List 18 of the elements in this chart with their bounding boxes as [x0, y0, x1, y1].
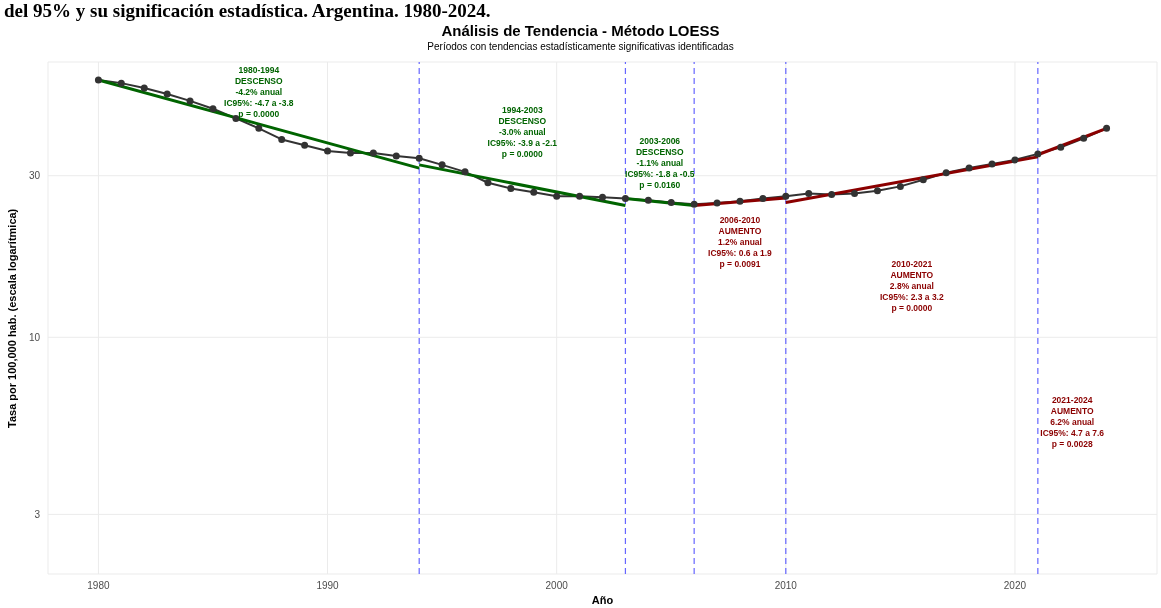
- chart-subtitle: Períodos con tendencias estadísticamente significativas identificadas: [426, 40, 735, 54]
- text: del 95% y su significación estadística. Argentina. 1980-2024.: [3, 0, 492, 22]
- x-tick-label: 2000: [545, 580, 569, 592]
- y-tick-label: 30: [28, 170, 41, 182]
- chart-title: Análisis de Tendencia - Método LOESS: [440, 22, 721, 40]
- x-tick-label: 1990: [316, 580, 340, 592]
- y-axis-title: Tasa por 100,000 hab. (escala logarítmica): [5, 208, 18, 428]
- y-tick-label: 10: [28, 331, 41, 343]
- annotation: 2006-2010 AUMENTO 1.2% anual IC95%: 0.6 a 1.9 p = 0.0091: [707, 214, 773, 270]
- x-axis-title: Año: [591, 594, 614, 606]
- y-tick-label: 3: [34, 508, 41, 520]
- x-tick-label: 2010: [774, 580, 798, 592]
- annotation: 1994-2003 DESCENSO -3.0% anual IC95%: -3.9 a -2.1 p = 0.0000: [486, 104, 558, 160]
- x-tick-label: 2020: [1003, 580, 1027, 592]
- x-tick-label: 1980: [87, 580, 110, 592]
- annotation: 2010-2021 AUMENTO 2.8% anual IC95%: 2.3 a 3.2 p = 0.0000: [878, 258, 945, 314]
- annotation: 2021-2024 AUMENTO 6.2% anual IC95%: 4.7 a 7.6 p = 0.0028: [1039, 394, 1106, 450]
- annotation: 2003-2006 DESCENSO -1.1% anual IC95%: -1.8 a -0.5 p = 0.0160: [624, 135, 696, 191]
